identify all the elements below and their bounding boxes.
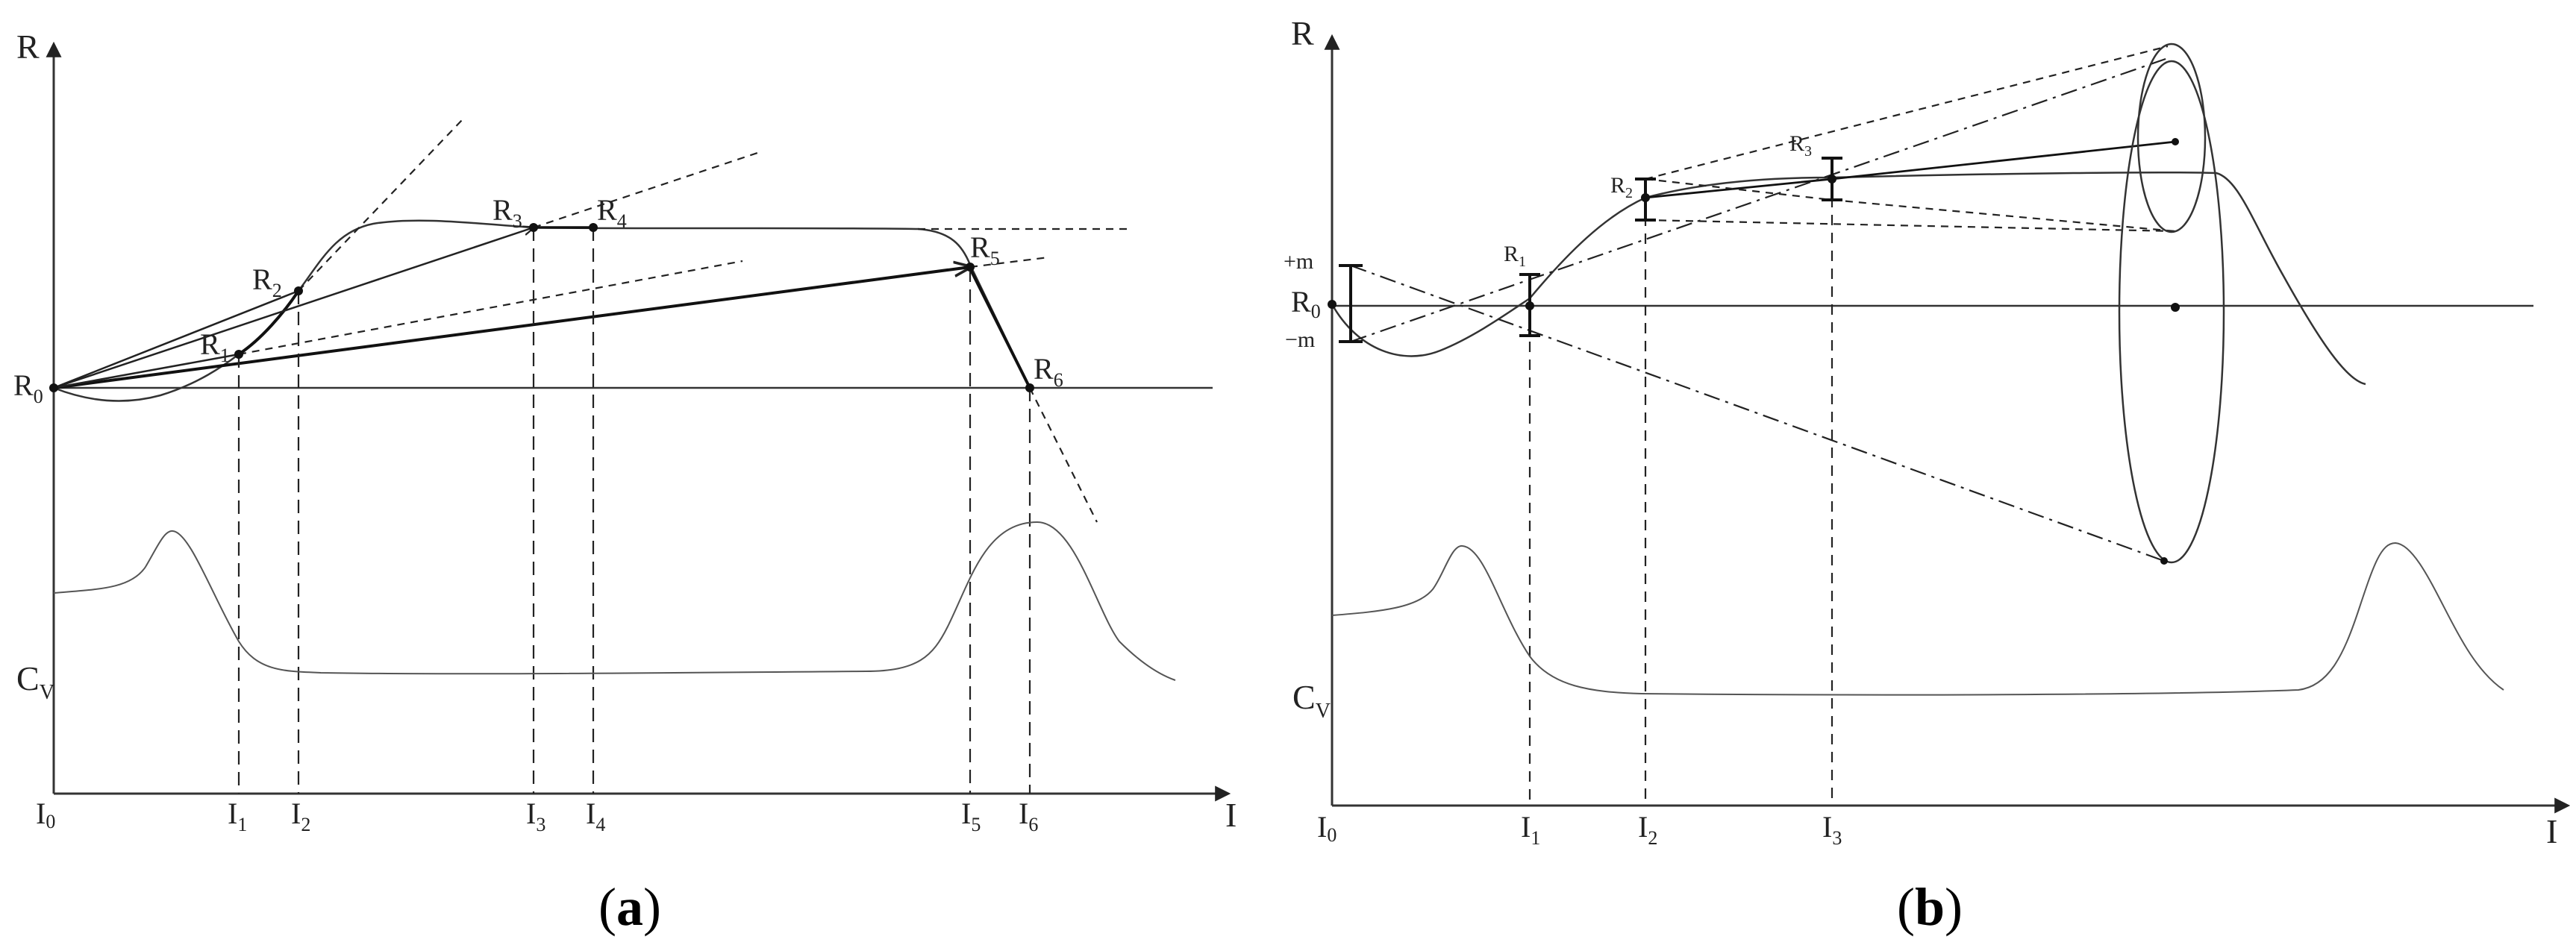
panel-a-r-curve-bold-1 — [237, 289, 300, 356]
panel-b-tick-i3: I3 — [1822, 810, 1842, 849]
panel-a-point-r6 — [1025, 383, 1034, 392]
panel-a-r-curve-bold-2 — [969, 268, 1031, 389]
panel-b-point-r1 — [1525, 301, 1534, 310]
panel-a-x-axis-label: I — [1225, 796, 1237, 834]
panel-a-tangent-r1 — [238, 260, 743, 356]
panel-b-cone-r3-bottom — [1831, 198, 2176, 233]
panel-a-secant-r0-r2 — [53, 289, 299, 389]
panel-b-point-r0 — [1328, 300, 1337, 309]
panel-b-point-far-bottom — [2160, 557, 2168, 565]
panel-b-y-axis-label: R — [1291, 14, 1314, 52]
panel-b-r-curve — [1331, 172, 2366, 386]
panel-a-label-r1: R1 — [200, 327, 230, 366]
panel-b-small-ellipse — [2136, 43, 2207, 233]
panel-a-tick-i3: I3 — [526, 797, 545, 835]
panel-a-tick-i1: I1 — [228, 797, 247, 835]
panel-a-point-r1 — [234, 350, 243, 359]
panel-a: R I — [13, 28, 1237, 937]
panel-b-caption: (b) — [1897, 877, 1963, 937]
panel-a-y-axis-label: R — [16, 28, 40, 66]
panel-b-minus-m: −m — [1285, 327, 1315, 352]
panel-b-point-r2 — [1641, 193, 1650, 202]
panel-a-point-r2 — [294, 286, 303, 295]
panel-b-cv-curve — [1331, 542, 2504, 696]
panel-a-label-r3: R3 — [493, 193, 522, 232]
panel-b-label-r2: R2 — [1610, 173, 1633, 201]
panel-b-large-ellipse — [2118, 60, 2225, 564]
panel-b-label-r0: R0 — [1291, 285, 1321, 322]
panel-a-secant-r0-r5 — [53, 267, 970, 389]
panel-b-x-axis-label: I — [2546, 812, 2557, 850]
panel-b-tick-i0: I0 — [1317, 810, 1337, 846]
panel-a-secant-r0-r1 — [53, 353, 240, 389]
panel-b-point-far-top — [2172, 138, 2179, 145]
panel-a-tangent-r6 — [1029, 387, 1098, 523]
panel-a-tick-i0: I0 — [36, 797, 55, 832]
panel-a-secant-r0-r3 — [53, 227, 534, 389]
panel-b-plus-m: +m — [1284, 249, 1313, 274]
panel-a-caption: (a) — [598, 877, 661, 937]
panel-b-dashdot-plus-m — [1350, 264, 2165, 562]
panel-b-label-r1: R1 — [1504, 242, 1526, 270]
panel-b-cv-label: CV — [1292, 678, 1331, 723]
panel-a-point-r0 — [49, 383, 58, 392]
panel-b-secant-r3-far — [1831, 140, 2176, 181]
panel-a-label-r5: R5 — [970, 230, 1000, 269]
panel-a-tick-i5: I5 — [961, 797, 981, 835]
panel-a-label-r0: R0 — [13, 368, 43, 407]
panel-a-label-r2: R2 — [252, 263, 282, 301]
panel-a-point-r4 — [589, 223, 598, 232]
panel-b-tick-i1: I1 — [1521, 810, 1540, 849]
panel-b-errorbar-r0 — [1339, 264, 1363, 343]
panel-b: R I — [1284, 14, 2571, 937]
panel-b-point-r3 — [1828, 175, 1836, 183]
panel-a-tick-i4: I4 — [586, 797, 605, 835]
panel-a-label-r6: R6 — [1034, 352, 1063, 391]
panel-a-r-curve — [53, 219, 1031, 402]
panel-b-cone-r2-bottom — [1645, 219, 2176, 233]
panel-a-cv-curve — [53, 521, 1176, 681]
panel-b-cone-r2-top — [1645, 45, 2169, 181]
panel-a-label-r4: R4 — [597, 193, 627, 232]
panel-b-dashdot-minus-m — [1350, 57, 2169, 343]
panel-a-tangent-r3 — [533, 151, 758, 229]
panel-a-tangent-r2 — [298, 119, 463, 292]
panel-b-point-far-mid — [2171, 303, 2180, 312]
panel-a-cv-label: CV — [16, 659, 54, 704]
panel-a-tick-i6: I6 — [1019, 797, 1038, 835]
panel-a-point-r5 — [966, 263, 975, 272]
panel-b-cone-r2-r3 — [1645, 178, 1833, 201]
panel-b-label-r3: R3 — [1789, 131, 1812, 160]
panel-b-secant-r2-r3 — [1645, 178, 1833, 199]
panel-b-tick-i2: I2 — [1638, 810, 1657, 849]
panel-a-tick-i2: I2 — [291, 797, 310, 835]
panel-a-point-r3 — [529, 223, 538, 232]
